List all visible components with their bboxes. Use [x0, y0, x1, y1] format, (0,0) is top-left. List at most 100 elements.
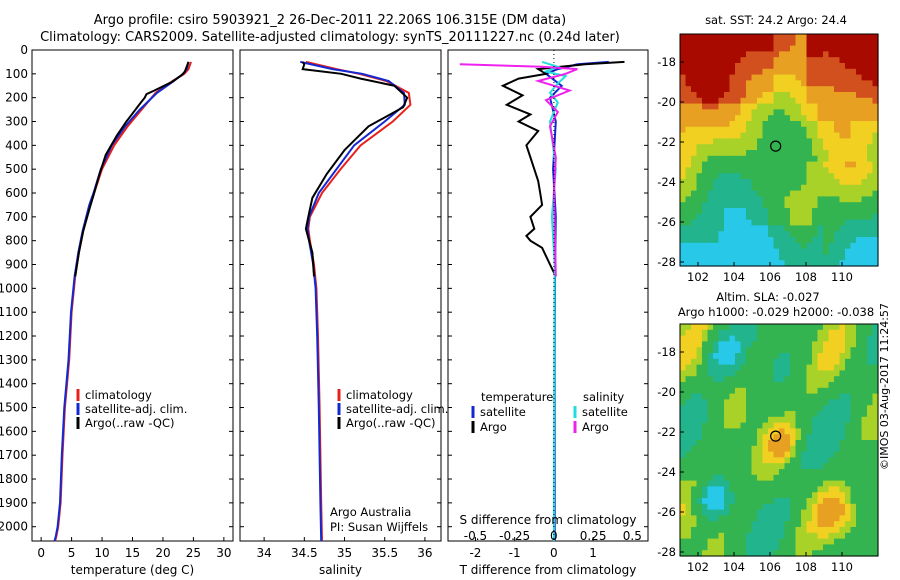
- heatmap-cell: [872, 440, 879, 447]
- heatmap-cell: [867, 208, 874, 215]
- heatmap-cell: [729, 225, 736, 232]
- heatmap-cell: [696, 86, 703, 93]
- heatmap-cell: [757, 440, 764, 447]
- heatmap-cell: [845, 341, 852, 348]
- x-tick-label: -1: [509, 546, 521, 560]
- heatmap-cell: [691, 39, 698, 47]
- heatmap-cell: [729, 399, 736, 406]
- heatmap-cell: [828, 196, 835, 203]
- heatmap-cell: [801, 126, 808, 134]
- heatmap-cell: [724, 45, 731, 52]
- heatmap-cell: [707, 80, 714, 87]
- heatmap-cell: [823, 457, 830, 464]
- heatmap-cell: [707, 121, 714, 128]
- heatmap-cell: [834, 521, 841, 528]
- heatmap-cell: [757, 335, 764, 342]
- heatmap-cell: [751, 364, 758, 371]
- heatmap-cell: [795, 97, 802, 105]
- heatmap-cell: [812, 208, 819, 215]
- heatmap-cell: [768, 376, 775, 383]
- heatmap-cell: [740, 503, 747, 511]
- heatmap-cell: [834, 254, 841, 261]
- heatmap-cell: [806, 68, 813, 76]
- heatmap-cell: [740, 97, 747, 105]
- heatmap-cell: [696, 451, 703, 458]
- heatmap-cell: [773, 422, 780, 429]
- heatmap-cell: [845, 213, 852, 221]
- heatmap-cell: [861, 150, 868, 157]
- heatmap-cell: [685, 231, 692, 238]
- heatmap-cell: [696, 34, 703, 41]
- heatmap-cell: [823, 138, 830, 145]
- heatmap-cell: [691, 132, 698, 139]
- heatmap-cell: [691, 254, 698, 261]
- heatmap-cell: [845, 39, 852, 47]
- heatmap-cell: [702, 51, 709, 58]
- heatmap-cell: [691, 434, 698, 441]
- heatmap-cell: [718, 92, 725, 99]
- heatmap-cell: [784, 179, 791, 186]
- heatmap-cell: [795, 184, 802, 192]
- heatmap-cell: [850, 219, 857, 226]
- heatmap-cell: [856, 532, 863, 540]
- heatmap-cell: [812, 411, 819, 418]
- heatmap-cell: [740, 422, 747, 429]
- heatmap-cell: [867, 416, 874, 424]
- heatmap-cell: [867, 231, 874, 238]
- heatmap-cell: [812, 480, 819, 487]
- heatmap-cell: [751, 486, 758, 493]
- heatmap-cell: [834, 202, 841, 209]
- heatmap-cell: [691, 324, 698, 331]
- heatmap-cell: [691, 509, 698, 516]
- heatmap-cell: [691, 51, 698, 58]
- heatmap-cell: [707, 411, 714, 418]
- heatmap-cell: [768, 358, 775, 366]
- heatmap-cell: [790, 45, 797, 52]
- heatmap-cell: [768, 167, 775, 174]
- heatmap-cell: [751, 445, 758, 453]
- heatmap-cell: [773, 126, 780, 134]
- heatmap-cell: [691, 237, 698, 244]
- heatmap-cell: [795, 358, 802, 366]
- heatmap-cell: [845, 97, 852, 105]
- heatmap-cell: [696, 341, 703, 348]
- heatmap-cell: [685, 399, 692, 406]
- heatmap-cell: [702, 393, 709, 400]
- heatmap-cell: [801, 498, 808, 505]
- heatmap-cell: [872, 202, 879, 209]
- heatmap-cell: [680, 68, 687, 76]
- heatmap-cell: [691, 382, 698, 389]
- heatmap-cell: [839, 248, 846, 255]
- heatmap-cell: [839, 231, 846, 238]
- heatmap-cell: [779, 445, 786, 453]
- heatmap-cell: [839, 324, 846, 331]
- heatmap-cell: [861, 416, 868, 424]
- heatmap-cell: [867, 86, 874, 93]
- heatmap-cell: [784, 457, 791, 464]
- heatmap-cell: [724, 376, 731, 383]
- heatmap-cell: [718, 173, 725, 180]
- heatmap-cell: [680, 80, 687, 87]
- heatmap-cell: [773, 144, 780, 151]
- heatmap-cell: [735, 254, 742, 261]
- heatmap-cell: [795, 515, 802, 522]
- heatmap-cell: [735, 434, 742, 441]
- heatmap-cell: [856, 509, 863, 516]
- heatmap-cell: [839, 329, 846, 337]
- heatmap-cell: [817, 260, 824, 267]
- heatmap-cell: [817, 86, 824, 93]
- heatmap-cell: [735, 463, 742, 470]
- heatmap-cell: [779, 405, 786, 412]
- heatmap-cell: [784, 155, 791, 163]
- heatmap-cell: [746, 329, 753, 337]
- heatmap-cell: [773, 184, 780, 192]
- heatmap-cell: [784, 387, 791, 395]
- heatmap-cell: [746, 434, 753, 441]
- heatmap-cell: [740, 109, 747, 116]
- heatmap-cell: [729, 184, 736, 192]
- heatmap-cell: [812, 451, 819, 458]
- heatmap-cell: [707, 347, 714, 354]
- heatmap-cell: [779, 387, 786, 395]
- heatmap-cell: [817, 445, 824, 453]
- heatmap-cell: [812, 51, 819, 58]
